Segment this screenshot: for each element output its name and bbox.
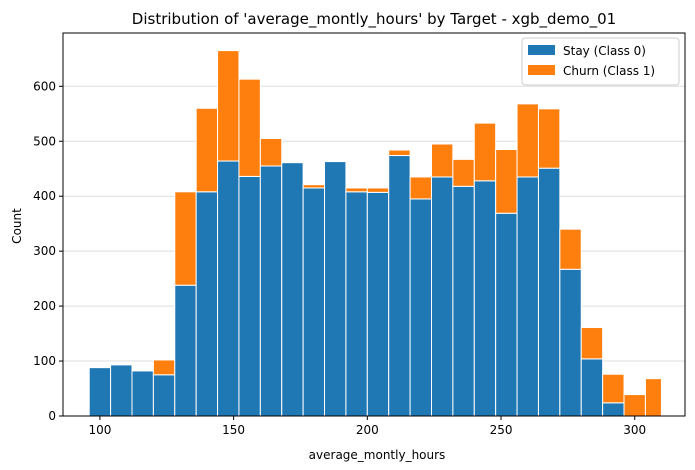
- bar-churn: [195, 107, 219, 193]
- bar-stay: [452, 185, 475, 417]
- y-tick-label: 100: [33, 354, 56, 368]
- bar-churn: [495, 148, 518, 214]
- bar-stay: [174, 284, 197, 417]
- bar-stay: [238, 175, 261, 417]
- bar-stay: [302, 187, 326, 417]
- x-tick-label: 300: [623, 423, 646, 437]
- bar-stay: [110, 364, 133, 417]
- bar-stay: [281, 162, 304, 417]
- x-tick-label: 100: [88, 423, 111, 437]
- bar-churn: [174, 191, 197, 286]
- bar-churn: [580, 327, 604, 360]
- y-tick-label: 600: [33, 79, 56, 93]
- bar-churn: [217, 50, 240, 162]
- y-axis-label: Count: [10, 208, 24, 244]
- bar-churn: [623, 394, 646, 417]
- y-tick-label: 300: [33, 244, 56, 258]
- legend-box: [521, 37, 680, 86]
- bar-stay: [537, 167, 561, 417]
- bar-churn: [473, 122, 497, 182]
- bar-churn: [152, 359, 176, 376]
- bar-churn: [559, 228, 582, 270]
- legend-entry: Stay (Class 0): [563, 44, 646, 58]
- legend-swatch: [528, 45, 555, 55]
- bar-stay: [430, 176, 454, 417]
- bars: [88, 50, 662, 417]
- bar-stay: [345, 191, 368, 417]
- bar-stay: [602, 402, 625, 417]
- chart-title: Distribution of 'average_montly_hours' b…: [132, 10, 616, 29]
- bar-churn: [302, 184, 326, 189]
- bar-churn: [516, 103, 539, 178]
- x-tick-label: 200: [356, 423, 379, 437]
- bar-stay: [516, 176, 539, 417]
- x-tick-label: 250: [490, 423, 513, 437]
- bar-churn: [388, 149, 411, 157]
- bar-stay: [324, 161, 347, 417]
- y-tick-label: 200: [33, 299, 56, 313]
- bar-stay: [259, 165, 283, 417]
- bar-churn: [259, 138, 283, 167]
- y-axis-ticks: 0 100 200 300 400 500 600: [33, 79, 63, 423]
- bar-stay: [366, 191, 390, 417]
- bar-churn: [345, 187, 368, 193]
- bar-churn: [430, 143, 454, 178]
- legend-entry: Churn (Class 1): [563, 64, 655, 78]
- bar-churn: [602, 373, 625, 404]
- bar-stay: [152, 374, 176, 417]
- bar-stay: [495, 212, 518, 417]
- x-tick-label: 150: [222, 423, 245, 437]
- bar-churn: [366, 187, 390, 193]
- bar-stay: [473, 180, 497, 417]
- bar-stay: [195, 191, 219, 417]
- plot-frame: [62, 32, 686, 417]
- y-tick-label: 500: [33, 134, 56, 148]
- bar-stay: [409, 198, 432, 417]
- x-axis-label: average_montly_hours: [309, 448, 446, 462]
- bar-stay: [217, 160, 240, 417]
- bar-churn: [452, 158, 475, 187]
- bar-stay: [559, 268, 582, 417]
- bar-churn: [409, 176, 432, 200]
- bar-churn: [644, 378, 662, 417]
- y-tick-label: 0: [48, 409, 56, 423]
- bar-churn: [238, 78, 261, 177]
- x-axis-ticks: 100 150 200 250 300: [88, 416, 646, 437]
- bar-churn: [537, 108, 561, 169]
- bar-stay: [131, 370, 154, 417]
- bar-stay: [580, 358, 604, 417]
- y-tick-label: 400: [33, 189, 56, 203]
- legend: Stay (Class 0) Churn (Class 1): [521, 37, 680, 86]
- legend-swatch: [528, 65, 555, 75]
- bar-stay: [388, 155, 411, 417]
- bar-stay: [88, 367, 112, 417]
